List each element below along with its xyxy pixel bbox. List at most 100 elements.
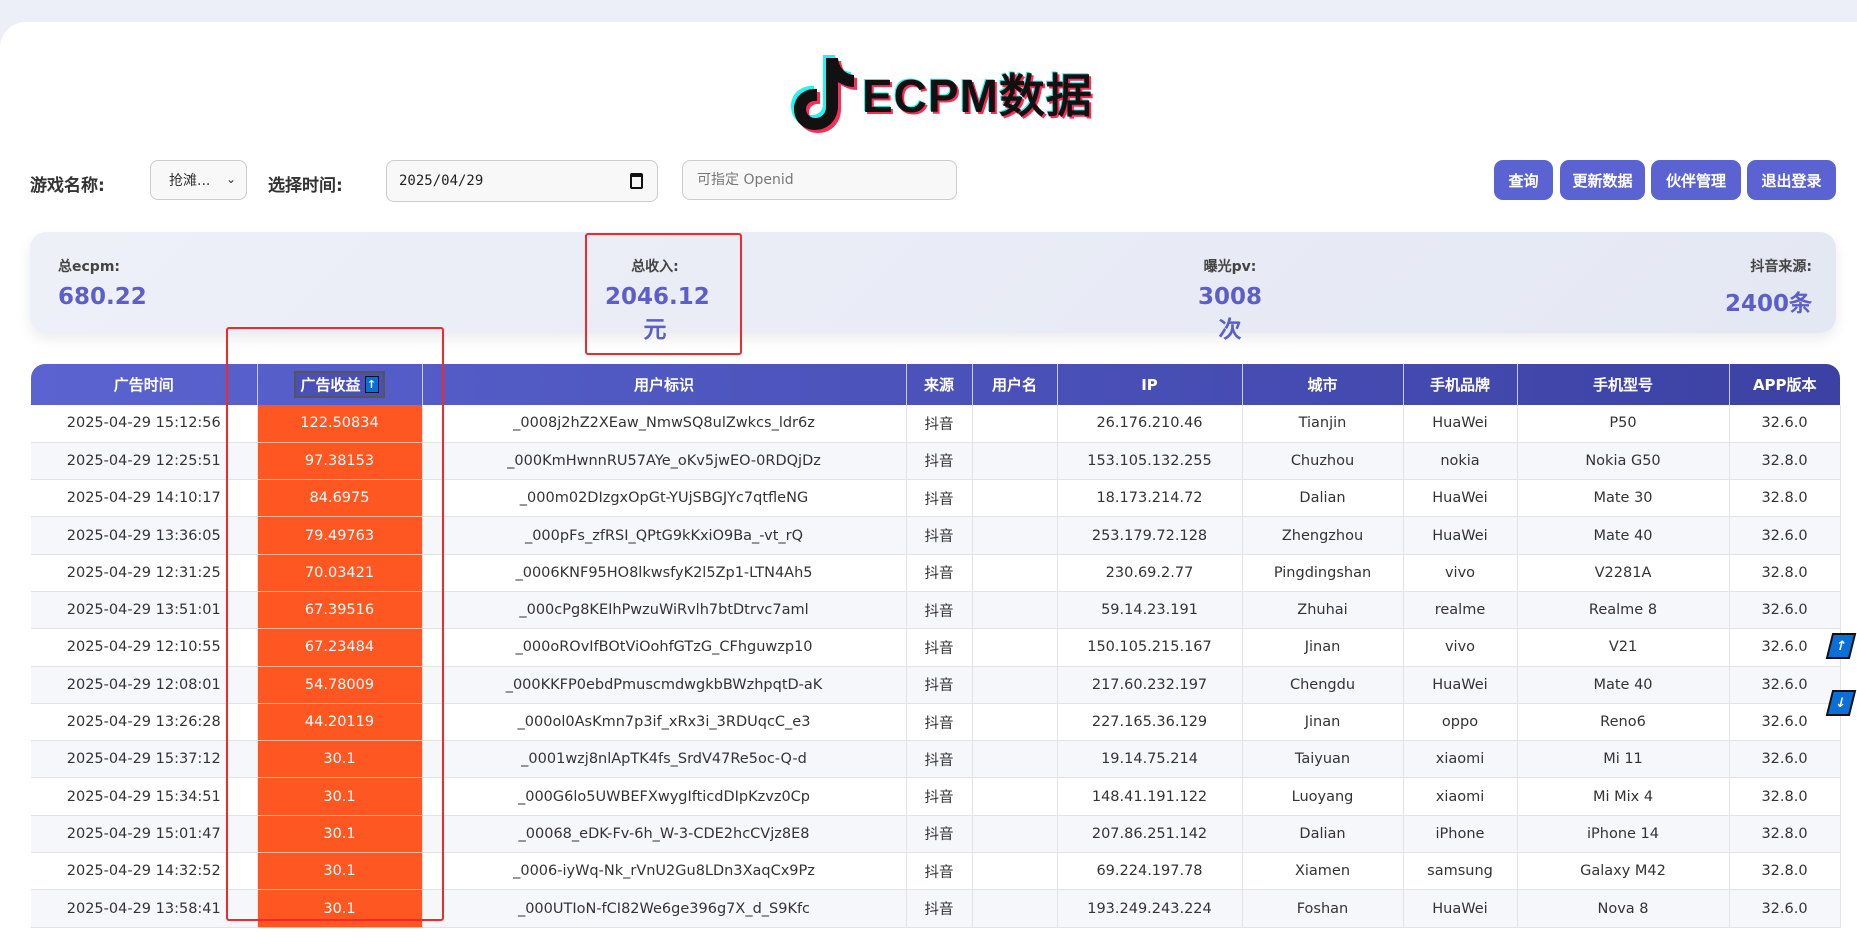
cell-phone-brand: samsung — [1403, 852, 1518, 891]
cell-ad-time: 2025-04-29 15:37:12 — [31, 740, 258, 779]
table-row: 2025-04-29 15:34:51 30.1 _000G6lo5UWBEFXwy… — [31, 777, 1841, 816]
table-row: 2025-04-29 14:10:17 84.6975 _000m02DIzgxOp… — [31, 479, 1841, 518]
cell-phone-model: P50 — [1517, 405, 1730, 443]
column-header-source: 来源 — [906, 364, 973, 405]
table-row: 2025-04-29 15:12:56 122.50834 _0008j2hZ2XE… — [31, 405, 1841, 443]
cell-source: 抖音 — [906, 777, 973, 816]
cell-app-version: 32.6.0 — [1729, 889, 1841, 928]
cell-source: 抖音 — [906, 703, 973, 742]
table-row: 2025-04-29 13:58:41 30.1 _000UTIoN-fCI82We… — [31, 889, 1841, 928]
cell-ad-revenue: 30.1 — [257, 740, 423, 779]
cell-ip: 227.165.36.129 — [1057, 703, 1243, 742]
cell-phone-brand: HuaWei — [1403, 479, 1518, 518]
cell-ad-revenue: 122.50834 — [257, 405, 423, 443]
table-row: 2025-04-29 13:26:28 44.20119 _000ol0AsKmn7… — [31, 703, 1841, 742]
cell-ad-time: 2025-04-29 13:26:28 — [31, 703, 258, 742]
cell-source: 抖音 — [906, 591, 973, 630]
column-header-ad-revenue[interactable]: 广告收益 ↑ — [257, 364, 423, 405]
stat-value: 2400条 — [1724, 291, 1812, 317]
cell-phone-model: Galaxy M42 — [1517, 852, 1730, 891]
cell-ip: 19.14.75.214 — [1057, 740, 1243, 779]
cell-city: Xiamen — [1242, 852, 1404, 891]
cell-app-version: 32.6.0 — [1729, 703, 1841, 742]
table-row: 2025-04-29 12:31:25 70.03421 _0006KNF95HO8… — [31, 554, 1841, 592]
cell-phone-brand: oppo — [1403, 703, 1518, 742]
cell-username — [972, 442, 1058, 481]
cell-ad-time: 2025-04-29 12:10:55 — [31, 628, 258, 667]
cell-app-version: 32.6.0 — [1729, 666, 1841, 704]
cell-app-version: 32.6.0 — [1729, 516, 1841, 555]
cell-user-id: _000pFs_zfRSI_QPtG9kKxiO9Ba_-vt_rQ — [422, 516, 907, 555]
openid-input[interactable] — [682, 160, 957, 200]
ecpm-table: 广告时间 广告收益 ↑ 用户标识 来源 用户名 IP 城市 手机品牌 手机型号 APP版本 2025… — [31, 364, 1841, 928]
table-row: 2025-04-29 12:10:55 67.23484 _000oROvIfBOt… — [31, 628, 1841, 667]
cell-user-id: _00068_eDK-Fv-6h_W-3-CDE2hcCVjz8E8 — [422, 815, 907, 854]
stat-value: 3008次 — [1197, 284, 1262, 343]
cell-phone-brand: HuaWei — [1403, 405, 1518, 443]
cell-ip: 148.41.191.122 — [1057, 777, 1243, 816]
cell-phone-model: Nova 8 — [1517, 889, 1730, 928]
cell-phone-brand: realme — [1403, 591, 1518, 630]
cell-phone-model: Mate 40 — [1517, 516, 1730, 555]
cell-phone-brand: HuaWei — [1403, 516, 1518, 555]
game-select-value: 抢滩... — [169, 173, 211, 189]
cell-phone-brand: HuaWei — [1403, 889, 1518, 928]
cell-username — [972, 703, 1058, 742]
stat-value: 680.22 — [58, 284, 147, 310]
cell-ad-time: 2025-04-29 15:34:51 — [31, 777, 258, 816]
cell-ad-revenue: 70.03421 — [257, 554, 423, 592]
stat-label: 抖音来源: — [1750, 259, 1812, 275]
page-title: ECPM数据 — [862, 70, 1093, 122]
cell-city: Luoyang — [1242, 777, 1404, 816]
cell-source: 抖音 — [906, 815, 973, 854]
cell-username — [972, 666, 1058, 704]
cell-phone-brand: vivo — [1403, 628, 1518, 667]
cell-ad-revenue: 97.38153 — [257, 442, 423, 481]
time-label: 选择时间: — [268, 176, 343, 196]
partner-management-button[interactable]: 伙伴管理 — [1651, 160, 1741, 200]
cell-ip: 193.249.243.224 — [1057, 889, 1243, 928]
cell-source: 抖音 — [906, 554, 973, 592]
cell-city: Taiyuan — [1242, 740, 1404, 779]
cell-phone-brand: xiaomi — [1403, 740, 1518, 779]
cell-ad-time: 2025-04-29 15:12:56 — [31, 405, 258, 443]
cell-source: 抖音 — [906, 889, 973, 928]
cell-user-id: _000KmHwnnRU57AYe_oKv5jwEO-0RDQjDz — [422, 442, 907, 481]
cell-ad-time: 2025-04-29 12:08:01 — [31, 666, 258, 704]
cell-phone-model: V21 — [1517, 628, 1730, 667]
header-label: 广告收益 — [300, 376, 361, 394]
cell-username — [972, 405, 1058, 443]
query-button[interactable]: 查询 — [1494, 160, 1553, 200]
cell-app-version: 32.6.0 — [1729, 740, 1841, 779]
stat-total-ecpm: 总ecpm: 680.22 — [58, 256, 147, 310]
cell-user-id: _0006-iyWq-Nk_rVnU2Gu8LDn3XaqCx9Pz — [422, 852, 907, 891]
date-input[interactable]: 2025/04/29 — [386, 160, 658, 202]
cell-app-version: 32.8.0 — [1729, 479, 1841, 518]
cell-phone-model: Mate 30 — [1517, 479, 1730, 518]
sort-ascending-icon: ↑ — [364, 376, 379, 393]
cell-ad-time: 2025-04-29 15:01:47 — [31, 815, 258, 854]
cell-username — [972, 479, 1058, 518]
cell-ad-revenue: 67.39516 — [257, 591, 423, 630]
cell-ad-revenue: 30.1 — [257, 777, 423, 816]
calendar-icon[interactable] — [630, 173, 643, 189]
cell-ad-revenue: 44.20119 — [257, 703, 423, 742]
sort-revenue-button[interactable]: 广告收益 ↑ — [294, 371, 385, 398]
cell-ad-revenue: 30.1 — [257, 815, 423, 854]
table-header-row: 广告时间 广告收益 ↑ 用户标识 来源 用户名 IP 城市 手机品牌 手机型号 APP版本 — [31, 364, 1840, 405]
cell-phone-model: Nokia G50 — [1517, 442, 1730, 481]
cell-username — [972, 852, 1058, 891]
cell-ip: 18.173.214.72 — [1057, 479, 1243, 518]
table-row: 2025-04-29 15:01:47 30.1 _00068_eDK-Fv-6h_… — [31, 815, 1841, 854]
cell-ip: 207.86.251.142 — [1057, 815, 1243, 854]
cell-phone-brand: xiaomi — [1403, 777, 1518, 816]
cell-city: Tianjin — [1242, 405, 1404, 443]
game-select[interactable]: 抢滩... ⌄ — [150, 160, 247, 200]
cell-ad-time: 2025-04-29 13:51:01 — [31, 591, 258, 630]
stat-exposure-pv: 曝光pv: 3008次 — [1190, 256, 1270, 344]
cell-ad-revenue: 54.78009 — [257, 666, 423, 704]
cell-username — [972, 628, 1058, 667]
logout-button[interactable]: 退出登录 — [1747, 160, 1836, 200]
cell-phone-model: V2281A — [1517, 554, 1730, 592]
update-data-button[interactable]: 更新数据 — [1560, 160, 1645, 200]
